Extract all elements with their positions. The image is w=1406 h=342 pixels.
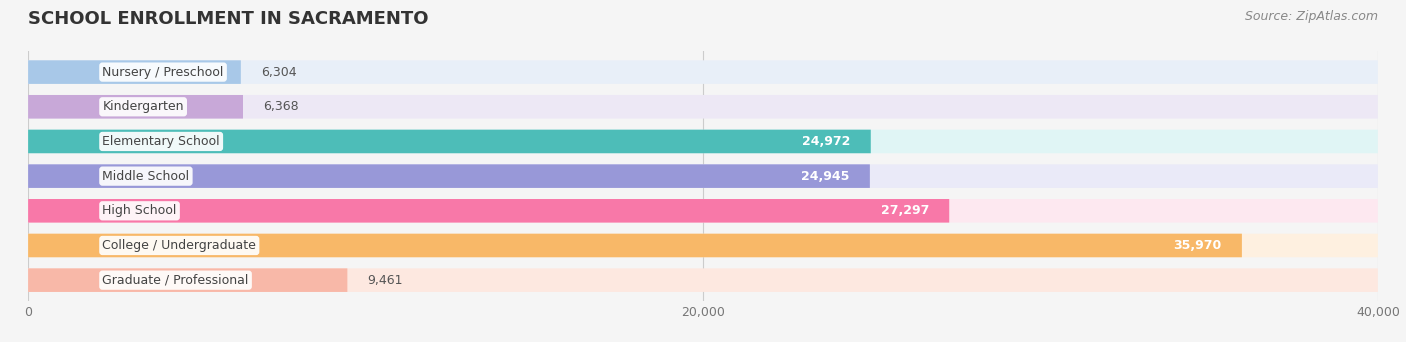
Text: Elementary School: Elementary School (103, 135, 219, 148)
Text: High School: High School (103, 204, 177, 217)
FancyBboxPatch shape (28, 95, 243, 119)
FancyBboxPatch shape (28, 60, 240, 84)
FancyBboxPatch shape (28, 95, 1378, 119)
FancyBboxPatch shape (28, 130, 870, 153)
Text: 6,304: 6,304 (262, 66, 297, 79)
Text: Kindergarten: Kindergarten (103, 100, 184, 113)
Text: Graduate / Professional: Graduate / Professional (103, 274, 249, 287)
FancyBboxPatch shape (28, 60, 1378, 84)
FancyBboxPatch shape (28, 165, 870, 188)
Text: Source: ZipAtlas.com: Source: ZipAtlas.com (1244, 10, 1378, 23)
FancyBboxPatch shape (28, 165, 1378, 188)
Text: College / Undergraduate: College / Undergraduate (103, 239, 256, 252)
FancyBboxPatch shape (28, 234, 1378, 257)
FancyBboxPatch shape (28, 268, 347, 292)
Text: Nursery / Preschool: Nursery / Preschool (103, 66, 224, 79)
Text: 24,972: 24,972 (803, 135, 851, 148)
FancyBboxPatch shape (28, 268, 1378, 292)
Text: 9,461: 9,461 (367, 274, 404, 287)
FancyBboxPatch shape (28, 199, 1378, 223)
Text: Middle School: Middle School (103, 170, 190, 183)
FancyBboxPatch shape (28, 234, 1241, 257)
Text: 35,970: 35,970 (1174, 239, 1222, 252)
FancyBboxPatch shape (28, 130, 1378, 153)
FancyBboxPatch shape (28, 199, 949, 223)
Text: 27,297: 27,297 (880, 204, 929, 217)
Text: SCHOOL ENROLLMENT IN SACRAMENTO: SCHOOL ENROLLMENT IN SACRAMENTO (28, 10, 429, 28)
Text: 6,368: 6,368 (263, 100, 299, 113)
Text: 24,945: 24,945 (801, 170, 849, 183)
